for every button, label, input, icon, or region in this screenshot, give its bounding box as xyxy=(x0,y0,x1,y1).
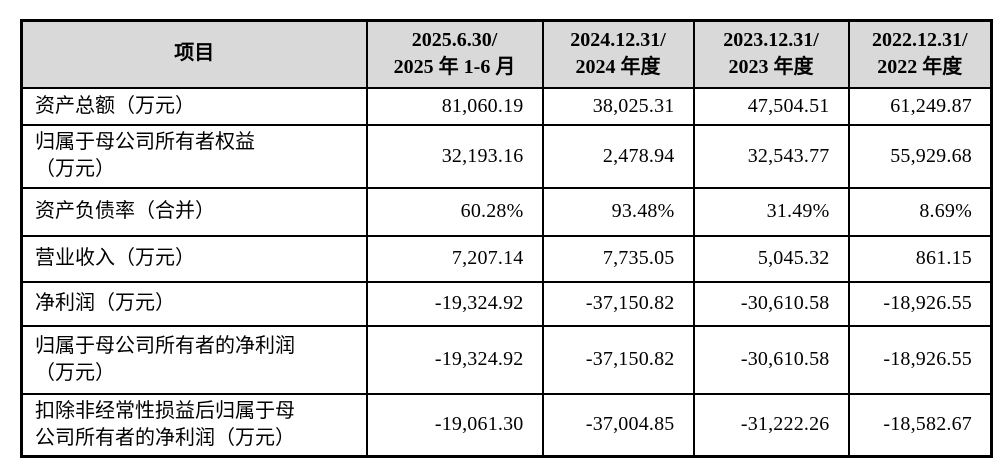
cell-value: 8.69% xyxy=(847,186,993,237)
header-cell-period-2025: 2025.6.30/ 2025 年 1-6 月 xyxy=(365,19,544,89)
table-row-debt-ratio: 资产负债率（合并） 60.28% 93.48% 31.49% 8.69% xyxy=(20,186,993,237)
cell-value: 5,045.32 xyxy=(692,234,850,283)
row-label: 归属于母公司所有者的净利润 （万元） xyxy=(20,324,368,395)
header-cell-period-2023: 2023.12.31/ 2023 年度 xyxy=(692,19,850,89)
cell-value: 47,504.51 xyxy=(692,86,850,126)
cell-value: 61,249.87 xyxy=(847,86,993,126)
row-label: 营业收入（万元） xyxy=(20,234,368,283)
cell-value: -37,150.82 xyxy=(541,324,695,395)
header-cell-period-2022: 2022.12.31/ 2022 年度 xyxy=(847,19,993,89)
row-label: 资产负债率（合并） xyxy=(20,186,368,237)
header-cell-item: 项目 xyxy=(20,19,368,89)
cell-value: -37,150.82 xyxy=(541,280,695,327)
table-row-parent-net-profit: 归属于母公司所有者的净利润 （万元） -19,324.92 -37,150.82… xyxy=(20,324,993,395)
table-row-net-profit: 净利润（万元） -19,324.92 -37,150.82 -30,610.58… xyxy=(20,280,993,327)
cell-value: -19,324.92 xyxy=(365,280,544,327)
cell-value: -19,324.92 xyxy=(365,324,544,395)
cell-value: 7,735.05 xyxy=(541,234,695,283)
cell-value: 32,193.16 xyxy=(365,123,544,189)
cell-value: -18,926.55 xyxy=(847,280,993,327)
cell-value: 31.49% xyxy=(692,186,850,237)
cell-value: 55,929.68 xyxy=(847,123,993,189)
table-row-parent-equity: 归属于母公司所有者权益 （万元） 32,193.16 2,478.94 32,5… xyxy=(20,123,993,189)
row-label: 归属于母公司所有者权益 （万元） xyxy=(20,123,368,189)
table-row-revenue: 营业收入（万元） 7,207.14 7,735.05 5,045.32 861.… xyxy=(20,234,993,283)
cell-value: -30,610.58 xyxy=(692,324,850,395)
cell-value: 2,478.94 xyxy=(541,123,695,189)
header-row: 项目 2025.6.30/ 2025 年 1-6 月 2024.12.31/ 2… xyxy=(20,19,993,89)
cell-value: -18,582.67 xyxy=(847,392,993,458)
table-row-total-assets: 资产总额（万元） 81,060.19 38,025.31 47,504.51 6… xyxy=(20,86,993,126)
cell-value: 7,207.14 xyxy=(365,234,544,283)
cell-value: -30,610.58 xyxy=(692,280,850,327)
cell-value: -19,061.30 xyxy=(365,392,544,458)
header-cell-period-2024: 2024.12.31/ 2024 年度 xyxy=(541,19,695,89)
cell-value: 60.28% xyxy=(365,186,544,237)
row-label: 扣除非经常性损益后归属于母 公司所有者的净利润（万元） xyxy=(20,392,368,458)
cell-value: 93.48% xyxy=(541,186,695,237)
row-label: 净利润（万元） xyxy=(20,280,368,327)
row-label: 资产总额（万元） xyxy=(20,86,368,126)
cell-value: -18,926.55 xyxy=(847,324,993,395)
cell-value: 81,060.19 xyxy=(365,86,544,126)
cell-value: -31,222.26 xyxy=(692,392,850,458)
cell-value: 38,025.31 xyxy=(541,86,695,126)
financial-table-container: 项目 2025.6.30/ 2025 年 1-6 月 2024.12.31/ 2… xyxy=(20,19,993,458)
financial-table: 项目 2025.6.30/ 2025 年 1-6 月 2024.12.31/ 2… xyxy=(20,19,993,458)
table-row-net-profit-excl-nonrecurring: 扣除非经常性损益后归属于母 公司所有者的净利润（万元） -19,061.30 -… xyxy=(20,392,993,458)
cell-value: 32,543.77 xyxy=(692,123,850,189)
cell-value: 861.15 xyxy=(847,234,993,283)
cell-value: -37,004.85 xyxy=(541,392,695,458)
